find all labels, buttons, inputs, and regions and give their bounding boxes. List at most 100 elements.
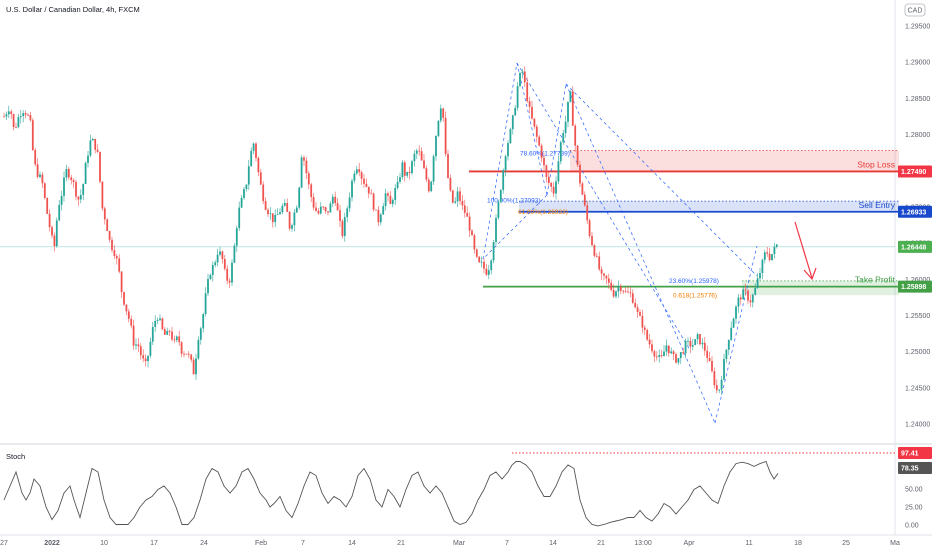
candle-body bbox=[523, 71, 526, 83]
candle-body bbox=[454, 201, 457, 203]
candle-body bbox=[125, 304, 128, 312]
candle-body bbox=[586, 205, 589, 221]
x-tick-label: Ma bbox=[890, 540, 900, 547]
candle-body bbox=[516, 86, 519, 108]
candle-body bbox=[696, 334, 699, 340]
candle-body bbox=[415, 150, 418, 154]
candle-body bbox=[27, 114, 29, 116]
candle-body bbox=[583, 194, 586, 206]
candle-body bbox=[15, 127, 17, 128]
candle-body bbox=[742, 289, 745, 300]
candle-body bbox=[360, 172, 363, 179]
candle-body bbox=[75, 182, 77, 197]
candle-body bbox=[567, 101, 569, 122]
candle-body bbox=[53, 235, 56, 247]
candle-body bbox=[303, 157, 305, 161]
candle-body bbox=[199, 328, 202, 340]
fib-label: 61.80%(1.26933) bbox=[518, 209, 568, 216]
x-tick-label: 7 bbox=[301, 540, 305, 547]
candle-body bbox=[238, 207, 241, 229]
candle-body bbox=[84, 162, 87, 185]
candle-body bbox=[55, 220, 58, 247]
candle-body bbox=[643, 327, 646, 331]
x-tick-label: 18 bbox=[794, 540, 802, 547]
candle-body bbox=[761, 259, 764, 274]
candle-body bbox=[394, 188, 397, 200]
candle-body bbox=[139, 346, 142, 356]
candle-body bbox=[504, 156, 507, 171]
candle-body bbox=[427, 179, 430, 192]
candle-body bbox=[684, 340, 687, 354]
stoch-tag-current-bg bbox=[898, 462, 932, 474]
candle-body bbox=[312, 197, 315, 208]
candle-body bbox=[79, 194, 82, 200]
candle-body bbox=[72, 180, 75, 183]
candle-body bbox=[459, 191, 461, 201]
pattern-leg bbox=[565, 83, 716, 424]
candle-body bbox=[591, 235, 593, 246]
candle-body bbox=[279, 212, 281, 215]
candle-body bbox=[775, 244, 778, 247]
candle-body bbox=[255, 143, 257, 158]
candle-body bbox=[149, 341, 152, 356]
candle-body bbox=[435, 135, 437, 157]
candle-body bbox=[713, 371, 716, 386]
fib-label: 78.60%(1.27739) bbox=[520, 150, 570, 157]
candle-body bbox=[118, 258, 121, 272]
candle-body bbox=[442, 108, 445, 118]
price-tag-bg bbox=[898, 280, 932, 293]
candle-body bbox=[135, 344, 137, 346]
pattern-leg bbox=[714, 245, 758, 424]
candle-body bbox=[111, 239, 113, 251]
time-axis: 27 2022 10 17 24 Feb 7 14 21 Mar 7 14 21 13:00 Apr 11 18… bbox=[0, 540, 900, 547]
stoch-tag-current: 78.35 bbox=[901, 466, 919, 473]
candle-body bbox=[658, 355, 661, 357]
x-tick-label: Apr bbox=[684, 540, 696, 547]
y-tick-label: 1.26000 bbox=[905, 277, 930, 284]
currency-badge[interactable]: CAD bbox=[904, 3, 926, 17]
candle-body bbox=[694, 339, 697, 346]
candle-body bbox=[166, 331, 169, 335]
candle-body bbox=[127, 311, 130, 319]
candle-body bbox=[151, 327, 154, 342]
candle-body bbox=[490, 260, 493, 271]
candle-body bbox=[605, 275, 608, 279]
x-tick-label: 21 bbox=[397, 540, 405, 547]
x-tick-label: 14 bbox=[348, 540, 356, 547]
candle-body bbox=[708, 358, 711, 362]
candle-body bbox=[579, 164, 581, 184]
candle-body bbox=[610, 282, 613, 290]
candle-body bbox=[288, 211, 291, 229]
candle-body bbox=[723, 358, 725, 380]
candle-body bbox=[615, 291, 617, 297]
candle-body bbox=[701, 342, 704, 345]
candle-body bbox=[487, 270, 490, 275]
candle-body bbox=[250, 150, 253, 167]
candle-body bbox=[10, 111, 13, 114]
candle-body bbox=[720, 379, 723, 390]
candle-body bbox=[735, 306, 737, 319]
candle-body bbox=[706, 350, 709, 359]
candle-body bbox=[499, 189, 502, 202]
candle-body bbox=[257, 157, 260, 173]
candle-body bbox=[747, 290, 749, 301]
x-tick-label: 7 bbox=[505, 540, 509, 547]
candle-body bbox=[24, 113, 27, 115]
candle-body bbox=[12, 113, 15, 128]
candle-body bbox=[667, 345, 670, 354]
candle-body bbox=[147, 355, 149, 362]
candle-body bbox=[39, 174, 41, 177]
x-tick-label: Feb bbox=[255, 540, 267, 547]
pattern-leg bbox=[516, 62, 548, 196]
candle-body bbox=[619, 286, 622, 291]
candle-body bbox=[60, 195, 63, 205]
candle-body bbox=[715, 385, 718, 391]
candle-body bbox=[3, 116, 5, 118]
candle-body bbox=[617, 286, 620, 292]
candle-body bbox=[252, 143, 255, 151]
candle-body bbox=[636, 307, 639, 312]
candle-body bbox=[478, 256, 481, 263]
candle-body bbox=[399, 177, 401, 182]
candle-body bbox=[363, 178, 365, 184]
